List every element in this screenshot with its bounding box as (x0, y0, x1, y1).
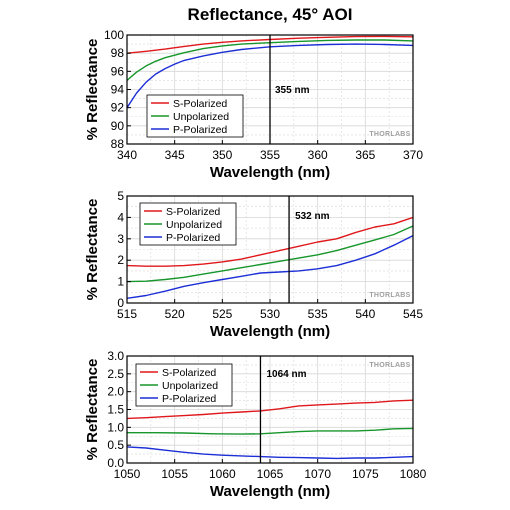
x-tick-label: 535 (308, 307, 328, 321)
y-tick-label: 0.0 (107, 456, 124, 470)
y-tick-label: 98 (111, 46, 125, 60)
legend-entry: Unpolarized (166, 219, 222, 231)
x-axis-label: Wavelength (nm) (210, 164, 330, 181)
y-tick-label: 2.0 (107, 385, 124, 399)
chart-panel-3: 1064 nm 1050 1055 1060 1065 1070 1075 1080 0.0 0.… (84, 349, 427, 500)
series-line-p-polarized (126, 446, 414, 460)
x-tick-label: 1065 (257, 467, 284, 481)
series-line-p-polarized (126, 234, 414, 299)
x-tick-label: 1055 (161, 467, 188, 481)
wavelength-marker-label: 532 nm (295, 211, 330, 222)
series-line-s-polarized (126, 35, 414, 54)
legend-entry: P-Polarized (173, 124, 227, 136)
y-tick-label: 0.5 (107, 438, 124, 452)
x-tick-label: 365 (355, 148, 375, 162)
x-tick-label: 355 (260, 148, 280, 162)
x-tick-label: 1080 (400, 467, 427, 481)
y-tick-label: 90 (111, 119, 125, 133)
y-tick-label: 1.0 (107, 420, 124, 434)
watermark-logo: THORLABS (369, 292, 410, 299)
y-tick-label: 0 (117, 296, 124, 310)
chart-panel-2: 532 nm 515 520 525 530 535 540 545 0 1 2 3 4 5 Wavelen… (84, 189, 423, 340)
x-tick-label: 545 (403, 307, 423, 321)
y-tick-label: 1.5 (107, 403, 124, 417)
x-tick-label: 1050 (114, 467, 141, 481)
x-axis-label: Wavelength (nm) (210, 323, 330, 340)
x-tick-label: 370 (403, 148, 423, 162)
x-tick-label: 1075 (352, 467, 379, 481)
legend-entry: S-Polarized (166, 206, 220, 218)
y-tick-label: 5 (117, 189, 124, 203)
legend-entry: Unpolarized (162, 380, 218, 392)
series-line-s-polarized (126, 399, 414, 420)
figure-title: Reflectance, 45° AOI (188, 5, 353, 24)
legend-entry: S-Polarized (173, 98, 227, 110)
y-tick-label: 2.5 (107, 367, 124, 381)
legend-entry: S-Polarized (162, 367, 216, 379)
x-axis-label: Wavelength (nm) (210, 483, 330, 500)
x-tick-label: 360 (308, 148, 328, 162)
y-tick-label: 92 (111, 101, 125, 115)
x-tick-label: 1060 (209, 467, 236, 481)
y-tick-label: 4 (117, 210, 124, 224)
y-tick-label: 3 (117, 232, 124, 246)
x-tick-label: 345 (165, 148, 185, 162)
x-tick-label: 540 (355, 307, 375, 321)
y-axis-label: % Reflectance (84, 39, 101, 141)
series-line-unpolarized (127, 427, 414, 435)
x-tick-label: 520 (165, 307, 185, 321)
legend-entry: P-Polarized (166, 232, 220, 244)
series-line-unpolarized (126, 225, 414, 283)
series-line-p-polarized (126, 43, 414, 109)
y-tick-label: 96 (111, 64, 125, 78)
chart-panel-1: 355 nm 340 345 350 355 360 365 370 88 90 92 94 96 98 1… (84, 28, 423, 181)
x-tick-label: 530 (260, 307, 280, 321)
y-axis-label: % Reflectance (84, 199, 101, 301)
watermark-logo: THORLABS (369, 362, 410, 369)
y-axis-label: % Reflectance (84, 359, 101, 461)
y-tick-label: 88 (111, 137, 125, 151)
x-tick-label: 340 (117, 148, 137, 162)
y-tick-label: 100 (104, 28, 124, 42)
wavelength-marker-label: 355 nm (275, 85, 310, 96)
series-line-unpolarized (126, 39, 414, 81)
legend-entry: Unpolarized (173, 111, 229, 123)
x-tick-label: 1070 (304, 467, 331, 481)
x-tick-label: 515 (117, 307, 137, 321)
y-tick-label: 94 (111, 83, 125, 97)
y-tick-label: 3.0 (107, 349, 124, 363)
y-tick-label: 1 (117, 275, 124, 289)
y-tick-label: 2 (117, 253, 124, 267)
x-tick-label: 350 (212, 148, 232, 162)
legend-entry: P-Polarized (162, 393, 216, 405)
watermark-logo: THORLABS (369, 131, 410, 138)
x-tick-label: 525 (212, 307, 232, 321)
wavelength-marker-label: 1064 nm (266, 369, 306, 380)
series-line-s-polarized (126, 216, 414, 267)
